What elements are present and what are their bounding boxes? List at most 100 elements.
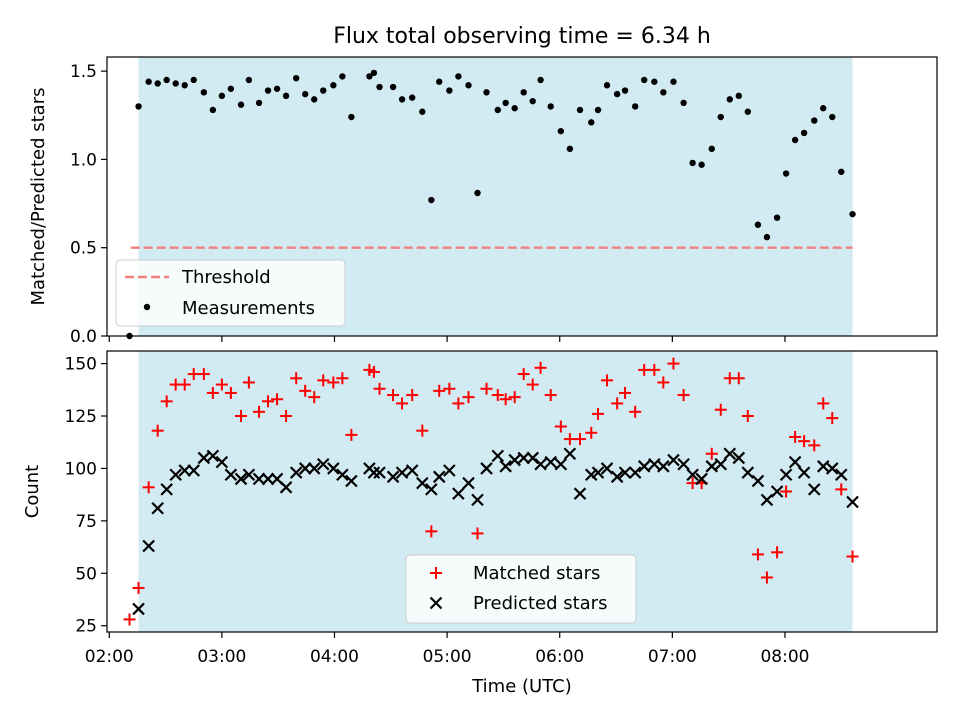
predicted-star-point — [307, 462, 321, 475]
matched-star-point — [780, 485, 793, 498]
matched-stars-legend-label: Matched stars — [473, 563, 600, 584]
measurement-point — [172, 80, 179, 87]
measurement-point — [255, 99, 263, 107]
predicted-star-point — [425, 483, 438, 496]
matched-star-point — [611, 397, 624, 410]
measurement-point — [419, 108, 426, 115]
measurement-point — [680, 99, 687, 107]
predicted-star-point — [206, 449, 220, 463]
measurement-point — [717, 113, 724, 121]
measurement-point — [763, 233, 771, 241]
matched-star-point — [406, 389, 419, 402]
measurement-point — [245, 76, 253, 84]
matched-star-point — [638, 363, 651, 376]
bottom-x-axis: 02:00 03:00 04:00 05:00 06:00 07:00 08:00 — [85, 632, 809, 667]
x-tick-label: 08:00 — [760, 647, 809, 667]
predicted-star-point — [197, 451, 211, 465]
matched-star-point — [491, 389, 504, 402]
x-tick-label: 03:00 — [197, 647, 246, 667]
predicted-star-point — [215, 455, 229, 469]
predicted-star-point — [386, 470, 400, 484]
predicted-star-point — [367, 466, 381, 479]
predicted-star-point — [327, 462, 340, 475]
matched-star-point — [253, 405, 266, 418]
predicted-star-point — [242, 468, 256, 482]
top-plot-frame — [106, 56, 938, 337]
measurement-point — [370, 69, 378, 77]
predicted-star-point — [797, 466, 811, 479]
measurement-point — [754, 221, 762, 228]
measurement-point — [190, 76, 197, 84]
predicted-star-point — [224, 468, 238, 482]
measurement-point — [670, 78, 677, 85]
predicted-star-point — [554, 457, 568, 471]
x-axis-label: Time (UTC) — [471, 676, 572, 697]
predicted-stars-legend-label: Predicted stars — [473, 593, 607, 614]
matched-star-point — [835, 483, 848, 496]
measurement-point — [465, 82, 472, 89]
predicted-star-point — [432, 470, 446, 484]
measurements-legend-label: Measurements — [182, 298, 315, 319]
measurement-point — [791, 136, 799, 144]
matched-star-point — [443, 382, 456, 395]
matched-star-point — [480, 382, 493, 395]
predicted-star-point — [151, 501, 164, 515]
predicted-star-point — [825, 462, 839, 475]
measurement-point — [483, 89, 490, 96]
matched-star-point — [798, 435, 811, 448]
top-y-tick-label: 0.5 — [70, 239, 97, 259]
measurement-point — [594, 106, 602, 114]
matched-star-point — [732, 372, 745, 385]
measurement-point — [320, 87, 327, 94]
top-x-ticks — [108, 336, 786, 342]
predicted-star-point — [316, 457, 330, 471]
bottom-y-axis-label: Count — [22, 465, 43, 518]
matched-star-point — [563, 433, 576, 446]
matched-star-point — [224, 386, 237, 399]
measurements-legend-marker — [143, 303, 151, 311]
measurement-point — [557, 127, 565, 135]
bottom-panel: 25 50 75 100 125 150 02:00 03:00 04:00 05:00 06:0… — [22, 350, 938, 697]
measurement-point — [838, 168, 845, 175]
matched-star-point — [327, 376, 340, 389]
matched-star-point — [808, 439, 821, 452]
matched-star-point — [534, 361, 547, 374]
top-panel: 0.0 0.5 1.0 1.5 Matched/Predicted stars Thr… — [28, 56, 938, 347]
measurement-point — [227, 85, 235, 92]
matched-star-point — [396, 397, 409, 410]
measurement-point — [330, 82, 337, 89]
measurement-point — [576, 106, 584, 114]
matched-star-point — [817, 397, 830, 410]
predicted-star-point — [637, 460, 651, 473]
measurement-point — [273, 85, 281, 92]
measurement-point — [502, 99, 509, 107]
top-y-tick-label: 1.0 — [70, 150, 97, 170]
predicted-star-point — [657, 460, 670, 473]
matched-star-point — [585, 426, 598, 439]
measurement-point — [200, 89, 208, 96]
matched-star-point — [452, 397, 465, 410]
predicted-star-point — [462, 476, 475, 490]
measurement-point — [181, 82, 188, 89]
matched-star-point — [705, 447, 718, 460]
predicted-star-point — [499, 460, 512, 473]
matched-star-point — [667, 357, 680, 370]
predicted-star-point — [289, 466, 303, 479]
predicted-star-point — [741, 466, 755, 479]
predicted-legend-glyph — [429, 596, 443, 610]
predicted-star-point — [714, 457, 728, 471]
x-tick-label: 05:00 — [423, 647, 472, 667]
matched-star-point — [508, 391, 521, 404]
matched-star-point — [629, 405, 642, 418]
measurement-point — [455, 73, 462, 80]
matched-star-point — [677, 389, 690, 402]
measurement-point — [537, 76, 544, 84]
matched-star-point — [387, 389, 400, 402]
measurement-point — [689, 159, 696, 167]
matched-star-point — [789, 430, 802, 443]
matched-star-point — [151, 424, 164, 437]
predicted-stars-series — [132, 447, 859, 616]
matched-star-point — [648, 363, 661, 376]
chart-title: Flux total observing time = 6.34 h — [333, 24, 711, 49]
predicted-star-point — [187, 464, 200, 477]
